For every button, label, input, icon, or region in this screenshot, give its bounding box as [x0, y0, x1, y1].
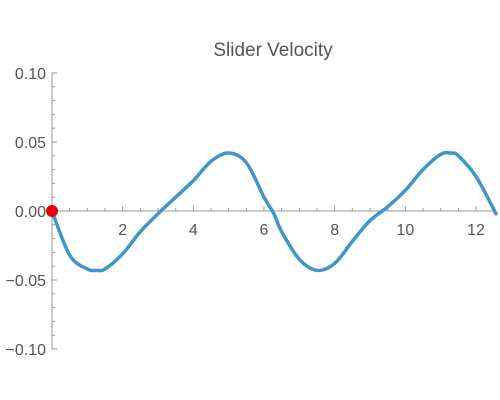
x-tick-label: 8	[330, 222, 339, 239]
y-tick-label: −0.05	[6, 273, 47, 290]
y-tick-label: 0.10	[15, 66, 46, 83]
tick-labels: 0.10 0.05 0.00 −0.05 −0.10 2 4 6 8 10 12	[6, 66, 485, 359]
x-tick-label: 6	[260, 222, 269, 239]
x-tick-label: 12	[467, 222, 485, 239]
current-point-marker	[46, 205, 58, 217]
x-tick-label: 4	[189, 222, 198, 239]
series	[50, 150, 498, 273]
y-tick-label: −0.10	[6, 342, 47, 359]
chart-title: Slider Velocity	[213, 40, 333, 61]
markers	[46, 205, 58, 217]
x-tick-label: 2	[118, 222, 127, 239]
x-tick-label: 10	[396, 222, 414, 239]
y-tick-label: 0.00	[15, 204, 46, 221]
velocity-series-line	[50, 150, 498, 273]
y-tick-label: 0.05	[15, 135, 46, 152]
